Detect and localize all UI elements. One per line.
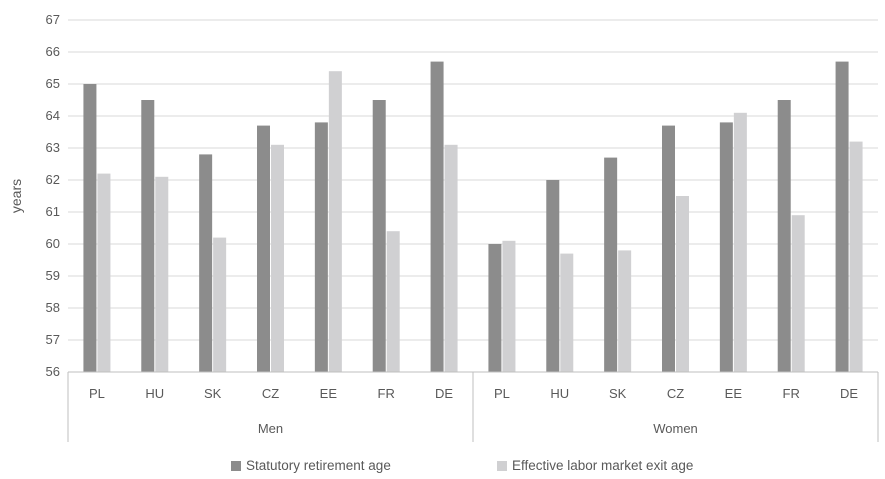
bar	[97, 173, 111, 372]
y-tick-label: 65	[46, 76, 60, 91]
y-tick-label: 63	[46, 140, 60, 155]
bar	[791, 215, 805, 372]
bar	[502, 240, 516, 372]
bar	[604, 157, 618, 372]
bars-layer	[83, 61, 863, 373]
bar	[257, 125, 270, 372]
y-tick-label: 66	[46, 44, 60, 59]
grid-layer	[68, 19, 878, 341]
bar	[141, 100, 155, 372]
x-tick-label: SK	[204, 386, 222, 401]
axis-layer: 56 57 58 59 60 61 62 63 64 65 66 67 years PL HU SK CZ EE F…	[8, 12, 879, 442]
y-tick-label: 58	[46, 300, 60, 315]
x-tick-label: EE	[320, 386, 338, 401]
bar	[777, 100, 791, 372]
bar	[271, 144, 284, 372]
bar	[719, 122, 733, 373]
bar	[155, 176, 169, 372]
legend-layer: Statutory retirement age Effective labor …	[231, 458, 693, 473]
legend-swatch	[497, 461, 507, 471]
x-tick-label: HU	[145, 386, 164, 401]
bar	[618, 250, 632, 372]
x-tick-label: CZ	[262, 386, 279, 401]
x-tick-label: DE	[840, 386, 858, 401]
bar	[488, 244, 502, 372]
bar	[372, 100, 386, 372]
group-label: Women	[653, 421, 698, 436]
legend-label: Statutory retirement age	[246, 458, 391, 473]
x-tick-label: HU	[550, 386, 569, 401]
bar	[662, 125, 675, 372]
bar	[314, 122, 328, 373]
x-tick-label: PL	[494, 386, 510, 401]
y-tick-label: 61	[46, 204, 60, 219]
bar	[560, 253, 574, 372]
x-tick-label: DE	[435, 386, 453, 401]
bar	[444, 144, 458, 372]
bar	[328, 71, 342, 372]
bar	[430, 61, 444, 372]
x-tick-label: EE	[725, 386, 743, 401]
y-tick-label: 62	[46, 172, 60, 187]
legend-label: Effective labor market exit age	[512, 458, 693, 473]
x-tick-label: PL	[89, 386, 105, 401]
x-tick-label: SK	[609, 386, 627, 401]
y-tick-label: 59	[46, 268, 60, 283]
bar	[386, 231, 400, 372]
bar	[199, 154, 213, 372]
y-tick-label: 67	[46, 12, 60, 27]
x-tick-label: CZ	[667, 386, 684, 401]
bar	[546, 180, 560, 372]
x-tick-label: FR	[378, 386, 395, 401]
legend-swatch	[231, 461, 241, 471]
bar	[676, 196, 689, 372]
y-tick-label: 56	[46, 364, 60, 379]
bar	[849, 141, 863, 372]
group-label: Men	[258, 421, 283, 436]
bar	[835, 61, 849, 372]
y-axis-label: years	[8, 179, 24, 213]
bar	[733, 112, 747, 373]
y-tick-label: 60	[46, 236, 60, 251]
y-tick-label: 57	[46, 332, 60, 347]
x-tick-label: FR	[783, 386, 800, 401]
bar	[83, 84, 97, 372]
bar	[213, 237, 227, 372]
y-tick-label: 64	[46, 108, 60, 123]
